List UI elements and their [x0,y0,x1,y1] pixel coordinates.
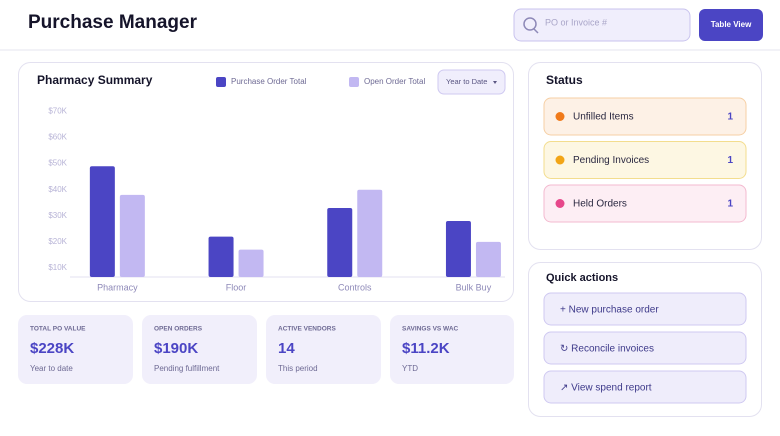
action-label: + New purchase order [560,305,659,316]
bar [357,189,383,277]
kpi-value: $11.2K [402,340,450,357]
x-tick-label: Pharmacy [97,282,138,292]
kpi-label: OPEN ORDERS [154,326,203,333]
status-count: 1 [727,155,733,166]
y-tick-label: $50K [48,159,67,168]
bar [89,166,115,277]
kpi-label: TOTAL PO VALUE [30,326,86,333]
table-view-button[interactable] [699,9,763,41]
kpi-note: Pending fulfillment [154,364,220,373]
kpi-note: YTD [402,364,418,373]
bar [475,241,501,277]
status-count: 1 [727,199,733,210]
bar [208,236,234,277]
status-count: 1 [727,112,733,123]
status-label: Pending Invoices [573,155,649,166]
action-button[interactable] [543,331,747,365]
kpi-label: SAVINGS VS WAC [402,326,459,333]
kpi-card [266,315,381,384]
y-tick-label: $70K [48,107,67,116]
status-label: Unfilled Items [573,112,634,123]
status-item[interactable] [543,184,747,223]
y-tick-label: $40K [48,185,67,194]
action-button[interactable] [543,292,747,326]
kpi-note: Year to date [30,364,73,373]
search-placeholder: PO or Invoice # [545,17,607,27]
action-label: ↻ Reconcile invoices [560,344,654,355]
status-label: Held Orders [573,199,627,210]
legend-label: Open Order Total [364,77,425,86]
x-tick-label: Floor [226,282,247,292]
kpi-card [390,315,514,384]
kpi-note: This period [278,364,318,373]
status-item[interactable] [543,97,747,136]
button-label: Table View [711,20,752,29]
legend-swatch [216,77,226,87]
kpi-card [142,315,257,384]
y-tick-label: $10K [48,263,67,272]
kpi-value: $190K [154,340,198,357]
action-button[interactable] [543,370,747,404]
search-icon-handle [533,28,539,34]
bar [119,194,145,277]
period-label: Year to Date [446,77,487,86]
legend-label: Purchase Order Total [231,77,307,86]
period-dropdown[interactable] [437,69,506,95]
x-tick-label: Controls [338,282,372,292]
y-tick-label: $20K [48,237,67,246]
y-tick-label: $60K [48,133,67,142]
status-dot [555,112,565,121]
bar [445,220,471,277]
bar [238,249,264,277]
kpi-value: $228K [30,340,74,357]
legend-swatch [349,77,359,87]
kpi-card [18,315,133,384]
bar [327,207,353,277]
quick-actions-title: Quick actions [546,272,618,284]
status-item[interactable] [543,141,747,179]
kpi-label: ACTIVE VENDORS [278,326,336,333]
app-title: Purchase Manager [28,12,198,33]
chart-title: Pharmacy Summary [37,73,153,87]
x-tick-label: Bulk Buy [456,282,492,292]
y-tick-label: $30K [48,211,67,220]
search-box[interactable] [513,8,691,42]
kpi-value: 14 [278,340,295,357]
status-title: Status [546,73,583,87]
search-icon [523,17,537,31]
status-dot [555,199,565,208]
action-label: ↗ View spend report [560,383,652,394]
status-dot [555,155,565,165]
dropdown-caret [493,81,497,84]
